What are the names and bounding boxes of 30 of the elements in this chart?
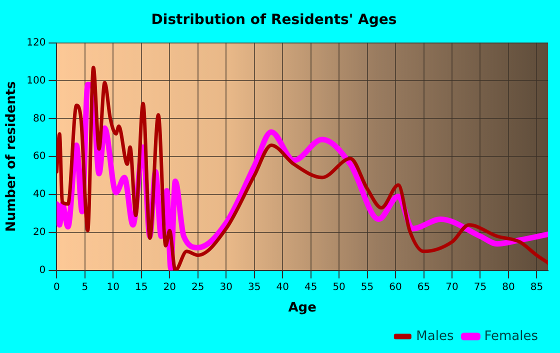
x-tick-label: 75: [474, 282, 487, 293]
y-tick-label: 20: [32, 227, 46, 238]
x-tick-label: 45: [304, 282, 318, 293]
legend-label: Females: [484, 328, 538, 344]
x-tick-label: 5: [82, 282, 88, 293]
chart-title: Distribution of Residents' Ages: [151, 12, 397, 28]
y-tick-label: 0: [39, 264, 46, 276]
x-tick-label: 35: [248, 282, 261, 293]
x-tick-label: 40: [276, 282, 289, 293]
x-tick-label: 10: [106, 282, 120, 293]
y-tick-label: 100: [26, 75, 46, 86]
x-tick-label: 50: [332, 282, 346, 293]
x-tick-label: 20: [163, 282, 176, 293]
y-tick-label: 80: [32, 113, 46, 124]
y-tick-label: 60: [32, 151, 46, 162]
x-tick-label: 65: [417, 282, 430, 293]
x-axis-title: Age: [288, 300, 317, 316]
legend-label: Males: [416, 328, 454, 344]
x-tick-label: 85: [530, 282, 544, 293]
x-tick-label: 30: [220, 282, 232, 293]
x-tick-label: 70: [446, 282, 458, 293]
x-tick-label: 80: [502, 282, 515, 293]
x-tick-label: 0: [54, 282, 60, 293]
x-tick-label: 55: [360, 282, 374, 293]
x-tick-label: 60: [389, 282, 402, 293]
x-tick-label: 25: [192, 282, 204, 293]
y-axis-title: Number of residents: [4, 81, 20, 232]
x-tick-label: 15: [135, 282, 148, 293]
y-tick-label: 120: [26, 37, 46, 48]
y-tick-label: 40: [32, 189, 46, 200]
